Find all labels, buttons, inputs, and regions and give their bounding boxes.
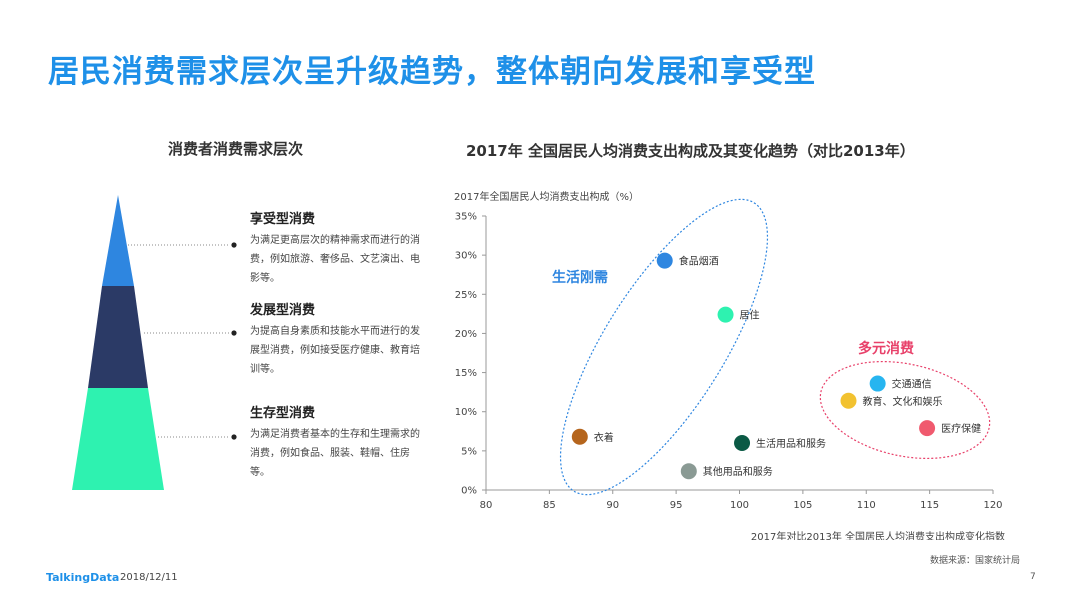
y-tick-label: 25% — [455, 290, 477, 301]
point-label: 其他用品和服务 — [703, 465, 773, 478]
point-label: 食品烟酒 — [679, 255, 719, 268]
x-tick-label: 85 — [543, 500, 556, 511]
y-tick-label: 20% — [455, 329, 477, 340]
point-label: 居住 — [740, 309, 760, 322]
data-source: 数据来源：国家统计局 — [930, 556, 1021, 566]
point-label: 交通通信 — [892, 378, 932, 391]
point-label: 衣着 — [594, 431, 614, 444]
group-ellipse-essential — [559, 198, 769, 496]
pyramid-leader-dot — [231, 242, 237, 248]
x-tick-label: 110 — [857, 500, 876, 511]
brand-logo: TalkingData — [46, 571, 120, 584]
tier-survival: 生存型消费 为满足消费者基本的生存和生理需求的消费，例如食品、服装、鞋帽、住房等… — [250, 402, 420, 482]
x-tick-label: 100 — [730, 500, 749, 511]
x-tick-label: 115 — [920, 500, 939, 511]
tier-survival-desc: 为满足消费者基本的生存和生理需求的消费，例如食品、服装、鞋帽、住房等。 — [250, 429, 420, 478]
x-tick-label: 90 — [606, 500, 619, 511]
scatter-point — [840, 392, 857, 409]
point-label: 生活用品和服务 — [756, 437, 826, 450]
scatter-chart: 0% 5% 10% 15% 20% 25% 30% 35% 80 85 90 95 100 105 110 1… — [454, 190, 1005, 540]
chart-title: 2017年 全国居民人均消费支出构成及其变化趋势（对比2013年） — [466, 142, 915, 160]
scatter-point — [734, 435, 751, 452]
tier-development: 发展型消费 为提高自身素质和技能水平而进行的发展型消费，例如接受医疗健康、教育培… — [250, 299, 420, 379]
tier-enjoyment-title: 享受型消费 — [250, 212, 316, 227]
y-tick-label: 35% — [455, 212, 477, 223]
y-tick-label: 10% — [455, 407, 477, 418]
tier-enjoyment-desc: 为满足更高层次的精神需求而进行的消费，例如旅游、奢侈品、文艺演出、电影等。 — [250, 235, 420, 284]
page-title: 居民消费需求层次呈升级趋势，整体朝向发展和享受型 — [48, 54, 816, 90]
tier-survival-title: 生存型消费 — [250, 406, 316, 421]
pyramid-leader-dot — [231, 330, 237, 336]
x-tick-label: 120 — [983, 500, 1002, 511]
group-ellipse-diverse — [819, 360, 991, 460]
point-label: 医疗保健 — [941, 422, 981, 435]
scatter-point — [869, 375, 886, 392]
scatter-point — [919, 420, 936, 437]
scatter-point — [656, 252, 673, 269]
tier-enjoyment: 享受型消费 为满足更高层次的精神需求而进行的消费，例如旅游、奢侈品、文艺演出、电… — [250, 208, 420, 288]
group-label-essential: 生活刚需 — [552, 269, 608, 286]
x-tick-label: 105 — [793, 500, 812, 511]
x-tick-label: 95 — [670, 500, 683, 511]
y-tick-label: 5% — [461, 446, 477, 457]
tier-development-desc: 为提高自身素质和技能水平而进行的发展型消费，例如接受医疗健康、教育培训等。 — [250, 326, 420, 375]
tier-development-title: 发展型消费 — [250, 303, 316, 318]
page-number: 7 — [1030, 572, 1036, 582]
scatter-point — [680, 463, 697, 480]
scatter-point — [571, 428, 588, 445]
report-date: 2018/12/11 — [120, 572, 178, 583]
point-label: 教育、文化和娱乐 — [863, 395, 943, 408]
consumption-pyramid — [72, 195, 237, 490]
pyramid-tier-enjoyment — [102, 195, 134, 286]
scatter-point — [717, 306, 734, 323]
y-axis-title: 2017年全国居民人均消费支出构成（%） — [454, 190, 639, 203]
pyramid-title: 消费者消费需求层次 — [168, 140, 304, 158]
y-tick-label: 15% — [455, 368, 477, 379]
pyramid-tier-survival — [72, 388, 164, 490]
pyramid-tier-development — [88, 286, 148, 388]
x-axis-title: 2017年对比2013年 全国居民人均消费支出构成变化指数 — [751, 530, 1005, 540]
x-tick-label: 80 — [480, 500, 493, 511]
pyramid-leader-dot — [231, 434, 237, 440]
y-tick-label: 0% — [461, 486, 477, 497]
y-tick-label: 30% — [455, 251, 477, 262]
group-label-diverse: 多元消费 — [858, 340, 914, 357]
